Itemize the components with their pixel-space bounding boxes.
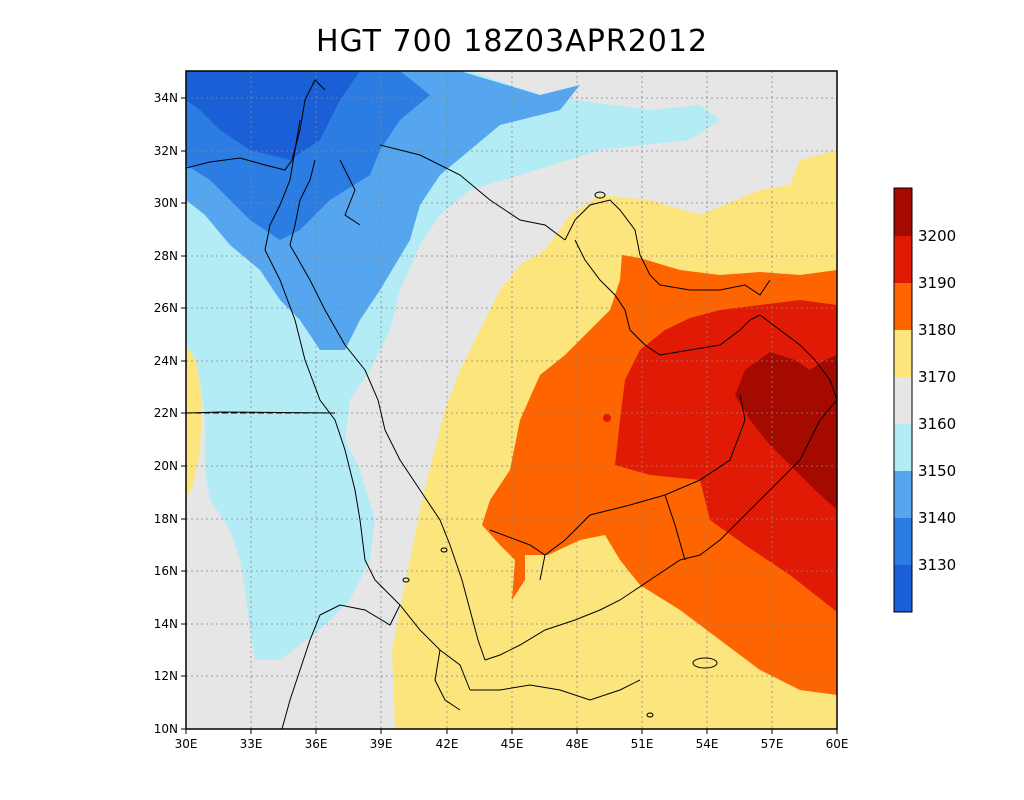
lon-label: 51E — [631, 737, 654, 751]
fill-below-3130 — [186, 71, 360, 160]
colorbar-label: 3160 — [918, 415, 956, 433]
lon-label: 48E — [566, 737, 589, 751]
chart-title: HGT 700 18Z03APR2012 — [315, 24, 709, 59]
grid-lines — [186, 71, 837, 729]
lat-label: 28N — [154, 249, 178, 263]
lon-label: 45E — [501, 737, 524, 751]
colorbar-swatch — [894, 188, 912, 236]
contour-fill-layer — [186, 71, 837, 729]
colorbar-swatch — [894, 518, 912, 565]
lon-label: 60E — [826, 737, 849, 751]
lon-label: 42E — [436, 737, 459, 751]
lat-label: 12N — [154, 669, 178, 683]
lat-label: 14N — [154, 617, 178, 631]
colorbar-frame — [893, 187, 913, 613]
colorbar-swatch — [894, 565, 912, 612]
colorbar-label: 3140 — [918, 509, 956, 527]
colorbar-swatch — [894, 236, 912, 283]
lat-label: 24N — [154, 354, 178, 368]
lat-label: 30N — [154, 196, 178, 210]
lon-label: 54E — [696, 737, 719, 751]
colorbar-swatch — [894, 330, 912, 377]
lon-label: 30E — [175, 737, 198, 751]
lon-labels: 30E 33E 36E 39E 42E 45E 48E 51E 54E 57E … — [175, 737, 849, 751]
colorbar-label: 3190 — [918, 274, 956, 292]
colorbar-swatch — [894, 283, 912, 330]
fill-3170-3180-west — [186, 345, 202, 500]
lat-label: 26N — [154, 301, 178, 315]
colorbar-label: 3200 — [918, 227, 956, 245]
colorbar-label: 3150 — [918, 462, 956, 480]
colorbar-swatch — [894, 424, 912, 471]
colorbar-label: 3170 — [918, 368, 956, 386]
colorbar: 3200 3190 3180 3170 3160 3150 3140 3130 — [893, 187, 956, 613]
colorbar-label: 3180 — [918, 321, 956, 339]
lon-label: 33E — [240, 737, 263, 751]
coastlines-borders — [186, 79, 837, 729]
lat-label: 20N — [154, 459, 178, 473]
fill-3190-3200-spot — [603, 414, 611, 422]
axis-ticks — [181, 97, 838, 734]
lat-label: 34N — [154, 91, 178, 105]
lat-label: 32N — [154, 144, 178, 158]
lon-label: 36E — [305, 737, 328, 751]
lat-label: 10N — [154, 722, 178, 736]
colorbar-label: 3130 — [918, 556, 956, 574]
lat-label: 16N — [154, 564, 178, 578]
colorbar-swatch — [894, 377, 912, 424]
colorbar-swatch — [894, 471, 912, 518]
fill-above-3200 — [735, 352, 837, 510]
lon-label: 39E — [370, 737, 393, 751]
lat-label: 22N — [154, 406, 178, 420]
lon-label: 57E — [761, 737, 784, 751]
lat-label: 18N — [154, 512, 178, 526]
lat-labels: 34N 32N 30N 28N 26N 24N 22N 20N 18N 16N … — [154, 91, 178, 736]
